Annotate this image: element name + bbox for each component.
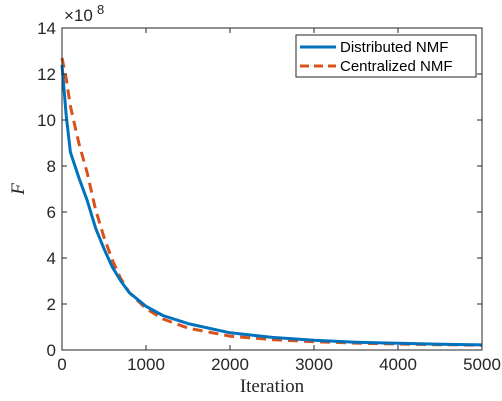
legend: Distributed NMF Centralized NMF xyxy=(295,34,477,78)
series-line-distributed xyxy=(60,64,483,347)
y-tick-label: 8 xyxy=(47,157,56,176)
plot-frame xyxy=(61,27,483,351)
legend-box xyxy=(295,34,477,78)
y-tick-label: 10 xyxy=(37,111,56,130)
x-axis-title: Iteration xyxy=(240,376,305,397)
y-axis-ticks: 0 2 4 6 8 10 12 14 xyxy=(37,19,482,360)
legend-label-centralized: Centralized NMF xyxy=(340,58,453,75)
x-axis-ticks: 0 1000 2000 3000 4000 5000 xyxy=(57,28,501,374)
y-tick-label: 6 xyxy=(47,203,56,222)
series-layer xyxy=(60,57,483,347)
x-tick-label: 5000 xyxy=(463,355,501,374)
x-tick-label: 0 xyxy=(57,355,66,374)
x-tick-label: 1000 xyxy=(127,355,165,374)
x-tick-label: 4000 xyxy=(379,355,417,374)
x-tick-label: 3000 xyxy=(295,355,333,374)
legend-label-distributed: Distributed NMF xyxy=(340,39,448,56)
x-tick-label: 2000 xyxy=(211,355,249,374)
y-tick-label: 12 xyxy=(37,65,56,84)
y-exponent-base: ×10 xyxy=(64,6,93,25)
y-exponent-power: 8 xyxy=(97,2,104,17)
y-tick-label: 14 xyxy=(37,19,56,38)
y-axis-title: F xyxy=(8,183,29,196)
y-tick-label: 2 xyxy=(47,295,56,314)
y-tick-label: 4 xyxy=(47,249,56,268)
y-tick-label: 0 xyxy=(47,341,56,360)
